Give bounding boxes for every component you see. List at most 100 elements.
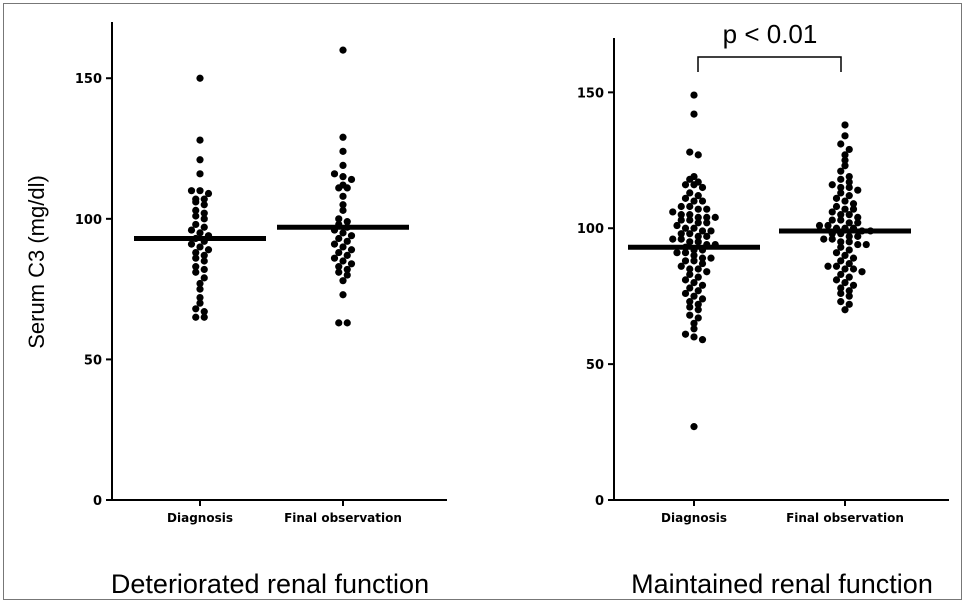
- data-point: [196, 136, 204, 144]
- data-point: [703, 219, 711, 227]
- data-point: [707, 227, 715, 235]
- y-tick-label: 0: [595, 494, 604, 509]
- data-point: [698, 336, 707, 344]
- data-point: [192, 248, 200, 257]
- data-point: [690, 278, 698, 287]
- x-tick-label: Diagnosis: [661, 511, 727, 525]
- data-point: [837, 211, 845, 219]
- data-point: [837, 289, 845, 298]
- data-point: [841, 197, 849, 205]
- data-point: [849, 254, 858, 262]
- data-point: [339, 161, 347, 169]
- data-point: [200, 201, 208, 209]
- data-point: [845, 246, 853, 254]
- data-point: [335, 248, 343, 257]
- data-point: [686, 311, 694, 319]
- data-point: [841, 132, 849, 140]
- data-point: [335, 319, 343, 327]
- data-point: [339, 206, 347, 214]
- data-point: [837, 257, 845, 265]
- data-point: [845, 292, 853, 300]
- data-point: [192, 206, 200, 214]
- data-point: [669, 235, 677, 243]
- data-point: [343, 271, 351, 279]
- data-point: [694, 192, 702, 200]
- data-point: [347, 246, 356, 254]
- data-point: [686, 202, 694, 211]
- data-point: [832, 276, 841, 284]
- data-point: [694, 232, 702, 240]
- data-point: [686, 230, 694, 238]
- data-point: [204, 246, 213, 254]
- figure-frame: [3, 3, 962, 600]
- data-point: [694, 151, 702, 159]
- data-point: [686, 148, 694, 156]
- x-tick-label: Final observation: [786, 511, 904, 525]
- data-point: [339, 277, 347, 285]
- data-point: [187, 226, 196, 234]
- panel-title: Deteriorated renal function: [111, 569, 429, 599]
- data-point: [824, 262, 832, 270]
- data-point: [343, 319, 351, 327]
- data-point: [200, 209, 208, 217]
- data-point: [681, 224, 690, 232]
- data-point: [677, 262, 685, 270]
- data-point: [837, 298, 845, 306]
- data-point: [845, 219, 853, 227]
- data-point: [339, 229, 347, 237]
- data-point: [845, 173, 853, 181]
- data-point: [192, 220, 200, 229]
- data-point: [690, 110, 698, 118]
- data-point: [837, 238, 845, 246]
- data-point: [837, 140, 845, 148]
- data-point: [347, 232, 356, 240]
- data-point: [832, 202, 841, 211]
- data-point: [845, 273, 853, 281]
- data-point: [837, 243, 845, 251]
- data-point: [694, 205, 702, 213]
- data-point: [690, 319, 698, 327]
- data-point: [845, 192, 853, 200]
- data-point: [698, 281, 707, 289]
- data-point: [192, 195, 200, 203]
- data-point: [681, 181, 690, 189]
- significance-bracket: [697, 56, 842, 72]
- y-tick-label: 50: [84, 353, 102, 368]
- data-point: [204, 189, 213, 198]
- data-point: [200, 257, 208, 265]
- data-point: [841, 151, 849, 159]
- data-point: [703, 232, 711, 240]
- data-point: [690, 251, 698, 260]
- data-point: [187, 187, 196, 195]
- data-point: [681, 257, 690, 265]
- data-point: [677, 211, 685, 219]
- data-point: [841, 265, 849, 273]
- panel-deteriorated: Serum C3 (mg/dl) Deteriorated renal func…: [24, 22, 447, 599]
- data-point: [339, 173, 347, 181]
- data-point: [196, 187, 204, 195]
- data-point: [339, 201, 347, 209]
- data-point: [841, 306, 849, 314]
- data-point: [854, 232, 862, 240]
- data-point: [690, 224, 698, 232]
- data-point: [841, 156, 849, 164]
- data-point: [335, 268, 343, 276]
- data-point: [343, 265, 351, 274]
- data-point: [677, 216, 685, 224]
- data-point: [849, 200, 858, 208]
- data-point: [698, 197, 707, 205]
- data-point: [828, 216, 836, 224]
- data-point: [845, 178, 853, 186]
- data-point: [849, 281, 858, 289]
- data-point: [196, 229, 204, 237]
- data-point: [681, 194, 690, 202]
- p-value-annotation: p < 0.01: [723, 19, 818, 49]
- data-point: [854, 219, 862, 227]
- data-point: [681, 276, 690, 284]
- data-point: [196, 243, 204, 251]
- data-point: [837, 167, 845, 175]
- data-point: [828, 181, 836, 189]
- data-point: [694, 213, 702, 221]
- data-point: [841, 121, 849, 129]
